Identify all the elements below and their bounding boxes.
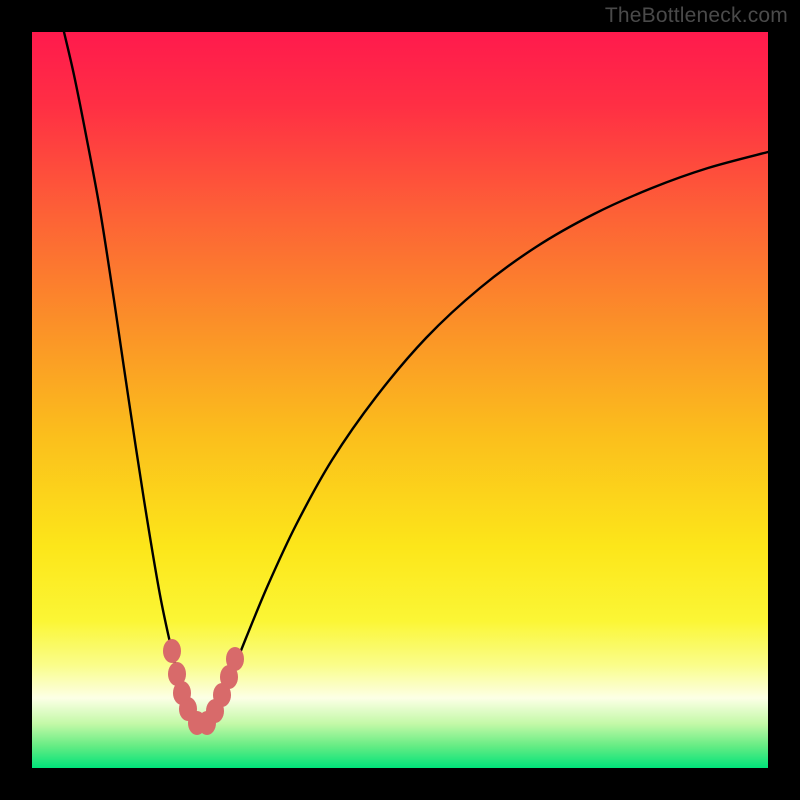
curve-marker bbox=[163, 639, 181, 663]
curve-marker bbox=[226, 647, 244, 671]
bottleneck-chart bbox=[0, 0, 800, 800]
watermark-text: TheBottleneck.com bbox=[605, 4, 788, 28]
gradient-background bbox=[32, 32, 768, 768]
